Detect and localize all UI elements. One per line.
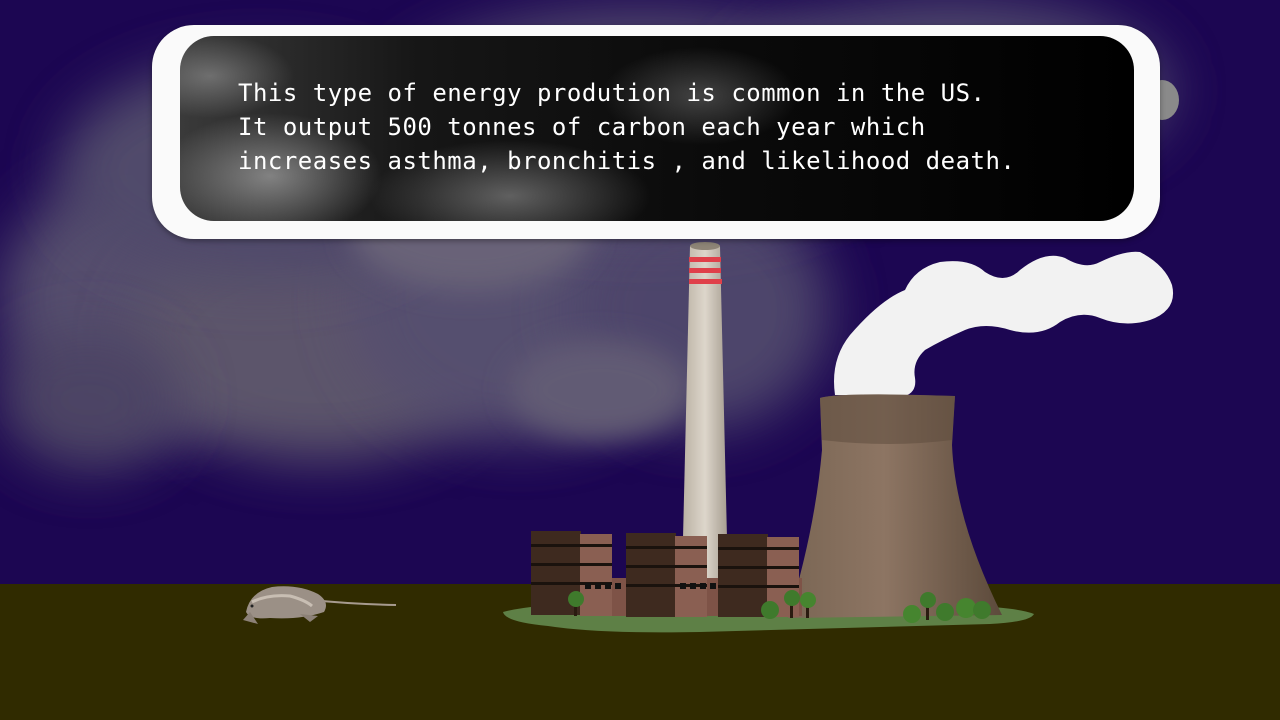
dialog-box: This type of energy prodution is common …: [152, 25, 1160, 239]
trees: [568, 590, 991, 623]
chimney-stripe: [689, 257, 721, 262]
dialog-smoke-overlay: [180, 36, 1134, 221]
dialog-line: This type of energy prodution is common …: [238, 79, 986, 107]
cooling-tower-top-shadow: [820, 394, 955, 444]
chimney: [682, 246, 728, 580]
dialog-inner: This type of energy prodution is common …: [180, 36, 1134, 221]
chimney-stripe: [689, 279, 722, 284]
chimney-top: [690, 242, 720, 250]
dialog-line: It output 500 tonnes of carbon each year…: [238, 113, 926, 141]
dead-rat: [243, 586, 397, 624]
steam-plume: [834, 251, 1174, 396]
factory: [531, 531, 802, 617]
dialog-text: This type of energy prodution is common …: [238, 76, 1118, 178]
chimney-stripe: [689, 268, 721, 273]
dialog-line: increases asthma, bronchitis , and likel…: [238, 147, 1016, 175]
cooling-tower: [788, 394, 1002, 618]
